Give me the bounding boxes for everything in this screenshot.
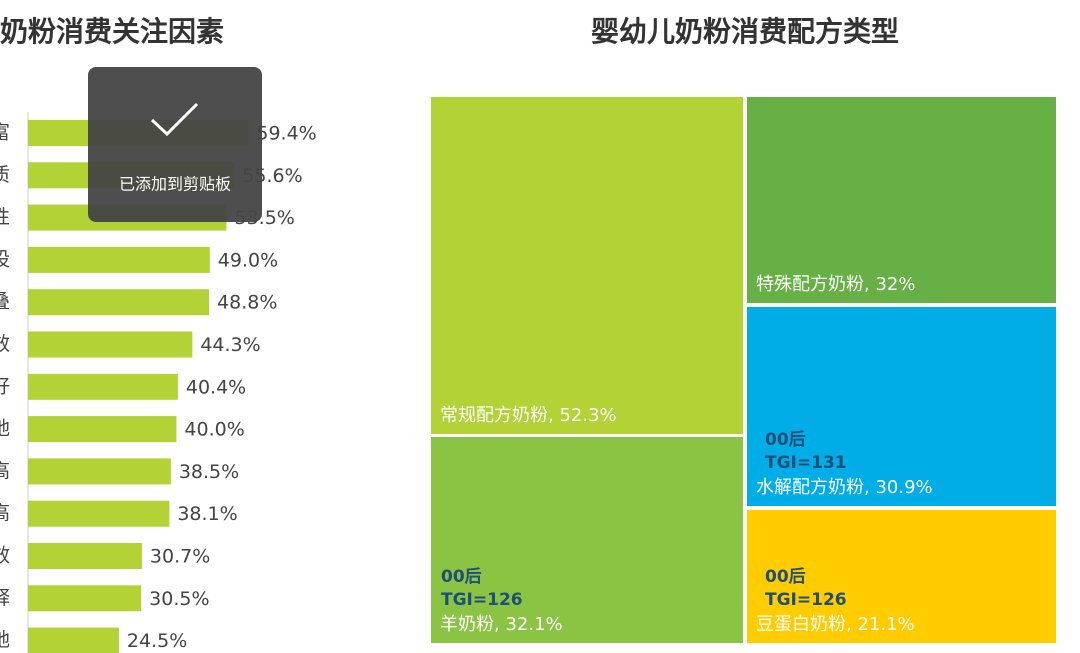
value-label: 30.5%: [149, 588, 209, 610]
treemap-cell: [747, 510, 1056, 643]
bar: [28, 458, 171, 485]
y-tick-label: 好: [0, 375, 10, 397]
bar: [28, 289, 210, 316]
value-label: 44.3%: [200, 334, 260, 356]
cell-label: 水解配方奶粉, 30.9%: [756, 477, 933, 498]
treemap-cell: [431, 97, 743, 434]
treemap-cell: [747, 97, 1056, 303]
y-tick-label: 性: [0, 206, 10, 228]
bar: [28, 246, 210, 273]
y-tick-label: 地: [0, 418, 10, 440]
y-tick-label: 叠: [0, 291, 10, 313]
y-tick-label: 设: [0, 248, 10, 270]
treemap-cell: [431, 437, 743, 643]
cell-note: 00后: [765, 430, 806, 450]
y-tick-label: 高: [0, 502, 10, 524]
value-label: 49.0%: [218, 249, 278, 271]
bar: [28, 585, 142, 612]
y-tick-label: 质: [0, 164, 10, 186]
toast: 已添加到剪贴板: [88, 67, 262, 222]
bar: [28, 500, 170, 527]
value-label: 38.1%: [177, 503, 237, 525]
y-tick-label: 释: [0, 587, 10, 609]
value-label: 38.5%: [179, 461, 239, 483]
chart-title: 婴幼儿奶粉消费配方类型: [591, 15, 899, 48]
cell-label: 常规配方奶粉, 52.3%: [440, 405, 617, 426]
chart-title: 奶粉消费关注因素: [0, 15, 224, 48]
cell-note: TGI=131: [765, 453, 847, 473]
cell-note: 00后: [765, 567, 806, 587]
cell-note: TGI=126: [765, 590, 847, 610]
y-tick-label: 地: [0, 629, 10, 651]
value-label: 40.4%: [186, 376, 246, 398]
bar: [28, 543, 142, 569]
treemap-cell: [747, 307, 1056, 506]
value-label: 59.4%: [256, 123, 316, 145]
y-tick-label: 高: [0, 460, 10, 482]
value-label: 24.5%: [127, 630, 187, 652]
check-icon: [150, 102, 199, 137]
cell-label: 豆蛋白奶粉, 21.1%: [756, 614, 915, 635]
bar: [28, 331, 193, 358]
toast-box: [88, 67, 262, 222]
bar: [28, 373, 178, 400]
bar: [28, 627, 119, 653]
toast-text: 已添加到剪贴板: [119, 175, 231, 194]
value-label: 40.0%: [184, 419, 244, 441]
value-label: 48.8%: [217, 292, 277, 314]
cell-note: TGI=126: [441, 590, 523, 610]
cell-label: 特殊配方奶粉, 32%: [756, 274, 915, 295]
cell-label: 羊奶粉, 32.1%: [440, 614, 563, 635]
cell-note: 00后: [441, 567, 482, 587]
y-tick-label: 富: [0, 122, 10, 144]
y-tick-label: 效: [0, 333, 10, 355]
bar: [28, 416, 177, 443]
y-tick-label: 效: [0, 545, 10, 567]
value-label: 30.7%: [150, 546, 210, 568]
